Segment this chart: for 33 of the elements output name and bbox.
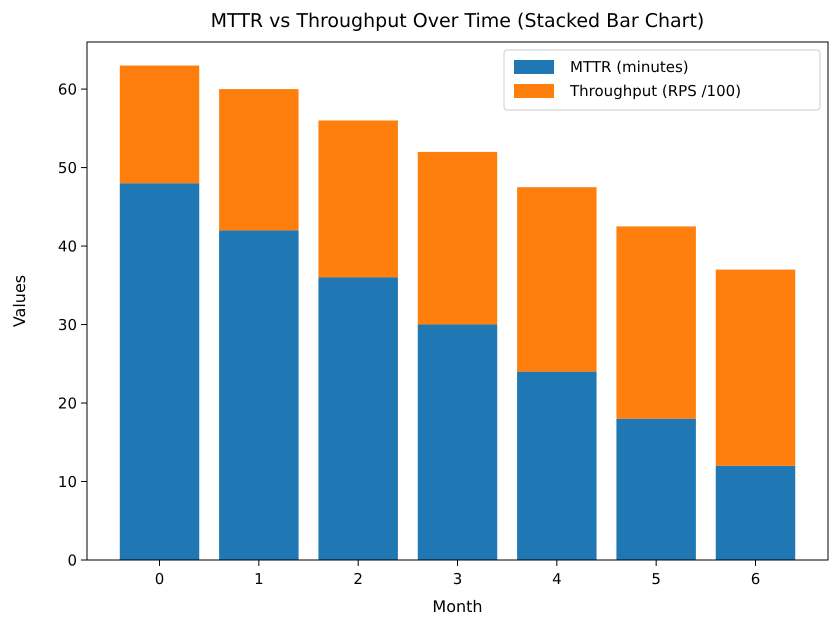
y-tick-label: 40 [58, 237, 77, 256]
y-tick-label: 30 [58, 316, 77, 334]
x-tick-label: 6 [750, 570, 760, 588]
x-tick-label: 3 [452, 570, 462, 588]
bar [616, 226, 696, 419]
legend-label: Throughput (RPS /100) [569, 82, 742, 100]
chart-title: MTTR vs Throughput Over Time (Stacked Bar Chart) [210, 10, 704, 32]
y-tick-label: 0 [67, 551, 77, 570]
y-axis-title: Values [10, 274, 29, 328]
bar [318, 120, 398, 278]
y-tick-label: 20 [58, 394, 77, 412]
legend-label: MTTR (minutes) [570, 58, 689, 76]
bar [517, 187, 597, 372]
y-tick-label: 10 [58, 472, 77, 491]
bar [418, 152, 498, 325]
bar [616, 418, 696, 560]
x-tick-label: 0 [154, 570, 164, 588]
bar [517, 372, 597, 560]
bar [318, 277, 398, 560]
y-tick-label: 50 [58, 158, 77, 177]
y-tick-label: 60 [58, 80, 77, 98]
bar [418, 324, 498, 560]
bar [219, 89, 299, 230]
bar [219, 230, 299, 560]
bar [716, 466, 796, 560]
x-tick-label: 1 [254, 570, 264, 588]
bar [120, 66, 200, 184]
x-axis-title: Month [432, 597, 483, 616]
x-tick-label: 2 [353, 570, 363, 588]
bar [716, 270, 796, 466]
x-tick-label: 4 [552, 570, 562, 588]
bar [120, 183, 200, 560]
x-tick-label: 5 [651, 570, 661, 588]
